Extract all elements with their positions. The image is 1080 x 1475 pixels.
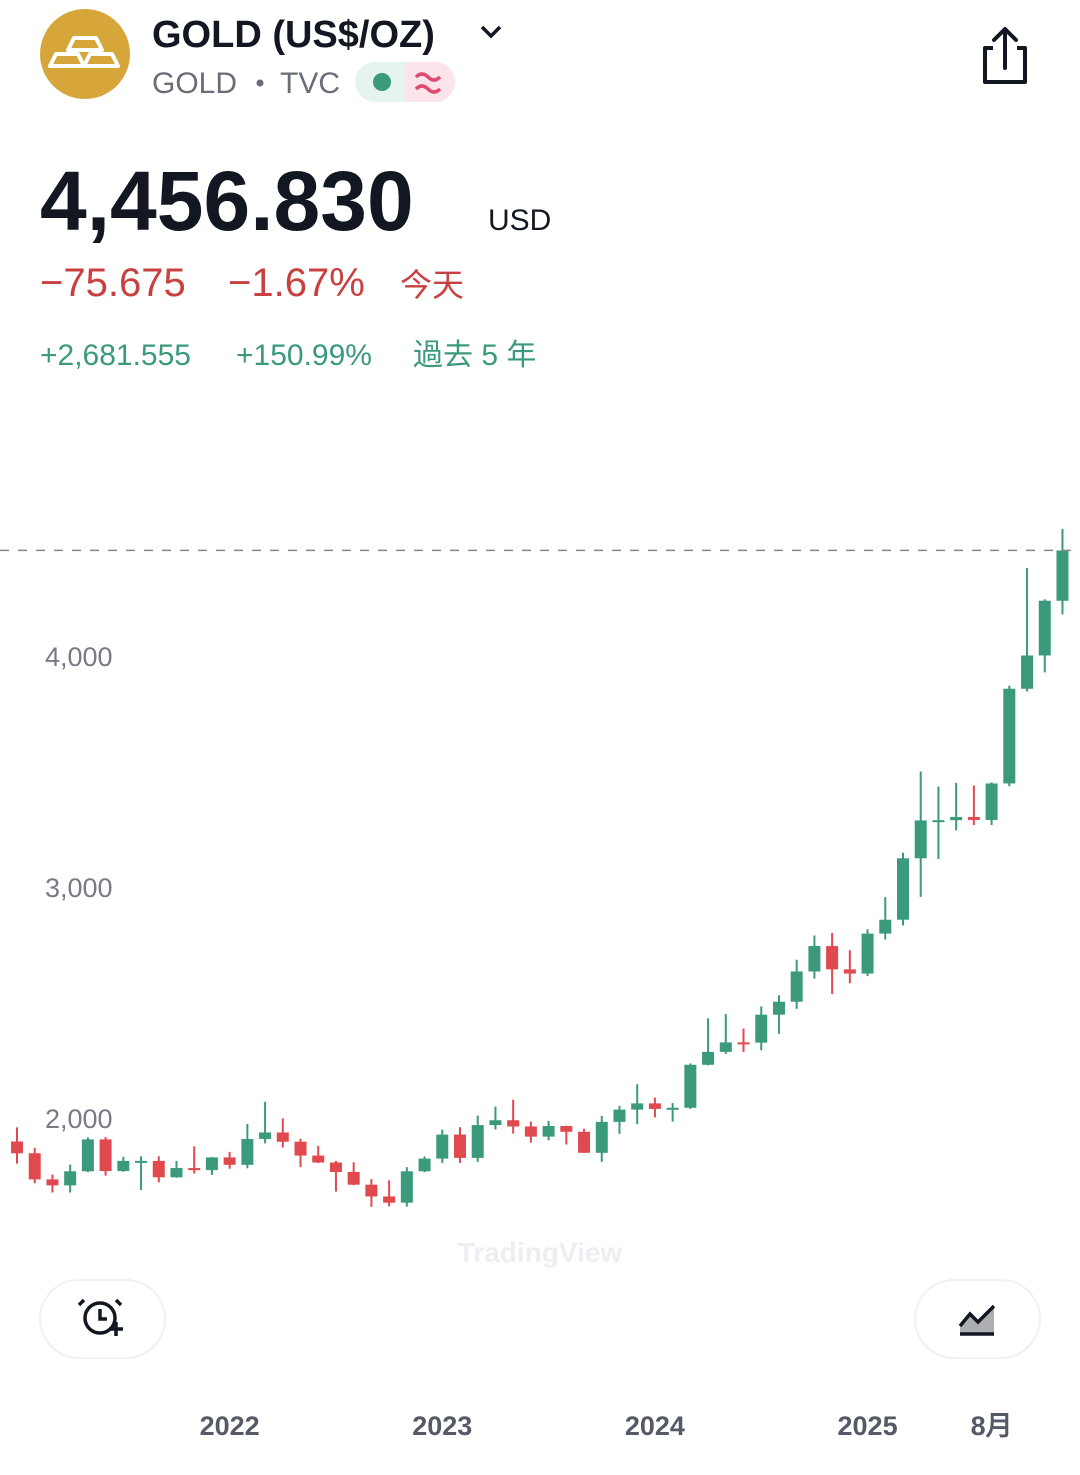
candle-body <box>914 820 927 859</box>
candle-body <box>826 946 839 970</box>
currency: USD <box>488 204 551 237</box>
status-pill[interactable] <box>355 62 455 102</box>
change-percent: −1.67% <box>228 261 365 305</box>
candle-body <box>755 1014 768 1043</box>
candle-body <box>347 1171 360 1185</box>
candle-body <box>312 1155 325 1163</box>
long-change-period: 過去 5 年 <box>413 339 536 372</box>
symbol-title[interactable]: GOLD (US$/OZ) <box>152 14 435 56</box>
exchange: TVC <box>280 67 340 100</box>
candle-body <box>542 1126 555 1137</box>
candle-body <box>507 1120 520 1127</box>
separator <box>256 79 264 87</box>
candle-body <box>46 1179 59 1186</box>
candle-body <box>11 1141 23 1154</box>
candle-body <box>170 1168 183 1178</box>
candle-body <box>400 1171 413 1203</box>
candle-body <box>631 1103 644 1110</box>
candle-body <box>560 1126 573 1132</box>
candle-body <box>418 1158 431 1172</box>
candle-body <box>578 1131 591 1153</box>
candle-body <box>719 1042 732 1052</box>
candle-body <box>383 1196 396 1203</box>
price: 4,456.830 <box>40 154 414 248</box>
alert-button[interactable] <box>39 1279 166 1359</box>
candle-body <box>684 1064 697 1108</box>
candle-body <box>454 1134 466 1158</box>
candle-body <box>436 1134 449 1159</box>
candle-body <box>613 1109 626 1122</box>
candle-body <box>861 933 874 974</box>
candle-body <box>135 1160 148 1163</box>
share-button[interactable] <box>983 27 1027 84</box>
candle-body <box>241 1138 254 1165</box>
candle-body <box>808 946 821 972</box>
change: −75.675 <box>40 261 186 305</box>
candle-body <box>737 1042 750 1045</box>
candle-body <box>772 1001 785 1015</box>
chart: 2,000 3,000 4,000 2022 2023 2024 2025 8月 <box>0 528 1080 1441</box>
candle-body <box>666 1107 679 1110</box>
candle-body <box>259 1132 272 1139</box>
candle-body <box>99 1139 112 1172</box>
symbol: GOLD <box>152 67 237 100</box>
candle-body <box>1021 655 1034 689</box>
candle-body <box>489 1120 502 1126</box>
candle-body <box>294 1141 307 1156</box>
candle-body <box>790 971 803 1002</box>
candle-body <box>950 816 963 821</box>
candle-body <box>595 1121 608 1153</box>
candle-body <box>1003 688 1016 784</box>
candle-body <box>81 1139 94 1172</box>
x-tick-label: 8月 <box>971 1411 1013 1441</box>
x-tick-label: 2024 <box>625 1411 685 1441</box>
dropdown-chevron[interactable] <box>480 25 502 39</box>
logo <box>40 9 130 99</box>
change-period: 今天 <box>400 267 464 303</box>
x-tick-label: 2023 <box>412 1411 472 1441</box>
candle-body <box>28 1153 41 1180</box>
candle-body <box>117 1160 130 1172</box>
candle-body <box>879 919 892 934</box>
candle-body <box>188 1168 201 1171</box>
candle-body <box>1038 600 1051 656</box>
candle-body <box>897 858 909 920</box>
candle-body <box>967 816 980 820</box>
chart-type-button[interactable] <box>914 1279 1041 1359</box>
candle-body <box>64 1171 77 1186</box>
candle-body <box>843 969 856 974</box>
candle-body <box>205 1157 218 1171</box>
candle-body <box>648 1103 661 1109</box>
candle-body <box>1056 550 1069 601</box>
candle-body <box>276 1132 289 1142</box>
y-tick-label: 3,000 <box>45 873 113 903</box>
y-tick-label: 4,000 <box>45 642 113 672</box>
long-change-percent: +150.99% <box>236 339 372 372</box>
candle-body <box>524 1126 537 1137</box>
y-tick-label: 2,000 <box>45 1104 113 1134</box>
candle-body <box>932 820 945 823</box>
watermark: TradingView <box>458 1237 623 1268</box>
candle-body <box>471 1125 484 1158</box>
long-change: +2,681.555 <box>40 339 191 372</box>
candle-body <box>985 783 998 820</box>
candle-body <box>702 1051 715 1065</box>
candle-body <box>223 1157 236 1165</box>
candle-body <box>329 1162 342 1172</box>
candle-body <box>152 1160 165 1178</box>
candle-body <box>365 1184 378 1197</box>
x-tick-label: 2025 <box>838 1411 898 1441</box>
x-tick-label: 2022 <box>200 1411 260 1441</box>
